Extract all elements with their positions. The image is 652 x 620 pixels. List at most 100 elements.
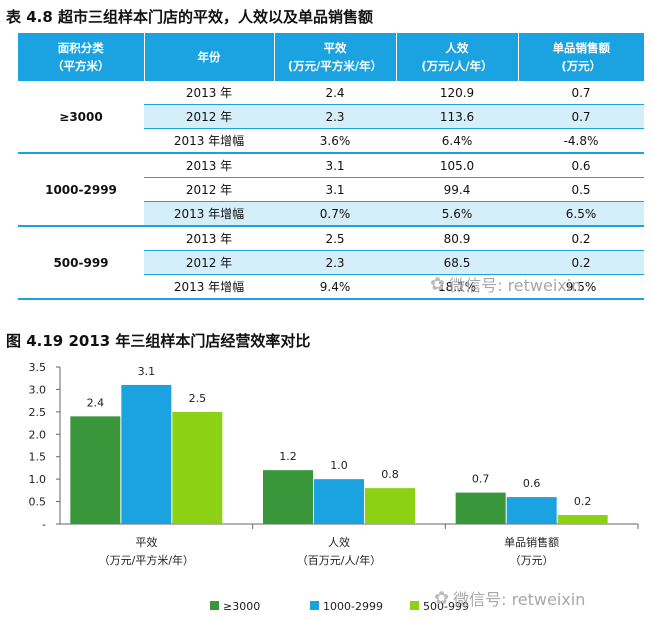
bar-0-2 bbox=[455, 492, 506, 524]
header-area: 面积分类 （平方米） bbox=[18, 33, 144, 81]
legend-swatch bbox=[210, 601, 219, 610]
pingxiao-cell: 3.1 bbox=[274, 177, 396, 202]
table-row: 2013 年增幅 3.6% 6.4% -4.8% bbox=[18, 128, 644, 154]
watermark: ✿ 微信号: retweixin bbox=[430, 272, 581, 296]
table-title: 表 4.8 超市三组样本门店的平效，人效以及单品销售额 bbox=[6, 8, 374, 26]
bar-value-label: 0.8 bbox=[381, 468, 399, 481]
header-pingxiao: 平效 (万元/平方米/年） bbox=[273, 33, 396, 81]
header-renxiao: 人效 (万元/人/年） bbox=[395, 33, 518, 81]
watermark-bottom: ✿ 微信号: retweixin bbox=[434, 586, 585, 610]
bar-2-0 bbox=[172, 411, 223, 524]
danpin-cell: 0.5 bbox=[518, 177, 644, 202]
renxiao-cell: 68.5 bbox=[396, 250, 518, 275]
renxiao-cell: 99.4 bbox=[396, 177, 518, 202]
wechat-icon: ✿ bbox=[434, 587, 450, 609]
bar-value-label: 2.5 bbox=[189, 392, 207, 405]
renxiao-cell: 113.6 bbox=[396, 104, 518, 129]
pingxiao-cell: 2.5 bbox=[274, 226, 396, 251]
year-cell: 2013 年增幅 bbox=[144, 201, 274, 227]
table-row: 2012 年 3.1 99.4 0.5 bbox=[18, 177, 644, 202]
watermark-text: 微信号: retweixin bbox=[449, 276, 582, 295]
bar-value-label: 2.4 bbox=[87, 396, 105, 409]
renxiao-cell: 120.9 bbox=[396, 81, 518, 105]
header-year: 年份 bbox=[143, 33, 274, 81]
category-unit-label: （万元/平方米/年） bbox=[99, 553, 194, 567]
bar-0-0 bbox=[70, 416, 121, 524]
danpin-cell: 0.2 bbox=[518, 226, 644, 251]
year-cell: 2013 年增幅 bbox=[144, 128, 274, 154]
pingxiao-cell: 9.4% bbox=[274, 274, 396, 300]
legend-label: 1000-2999 bbox=[323, 600, 383, 613]
pingxiao-cell: 0.7% bbox=[274, 201, 396, 227]
legend-label: 500-999 bbox=[423, 600, 469, 613]
wechat-icon: ✿ bbox=[430, 273, 446, 295]
year-cell: 2013 年 bbox=[144, 153, 274, 178]
efficiency-bar-chart: - 0.5 1.0 1.5 2.0 2.5 3.0 3.5 2.4 3.1 2.5 平效 （万元/平方米… bbox=[29, 361, 639, 613]
danpin-cell: -4.8% bbox=[518, 128, 644, 154]
y-tick-label: 3.0 bbox=[29, 383, 47, 396]
pingxiao-cell: 3.1 bbox=[274, 153, 396, 178]
pingxiao-cell: 3.6% bbox=[274, 128, 396, 154]
danpin-cell: 0.6 bbox=[518, 153, 644, 178]
efficiency-table: 面积分类 （平方米） 年份 平效 (万元/平方米/年） 人效 (万元/人/年） 单品销… bbox=[18, 33, 644, 300]
year-cell: 2013 年 bbox=[144, 226, 274, 251]
table-row: ≥3000 2013 年 2.4 120.9 0.7 bbox=[18, 81, 644, 154]
legend-swatch bbox=[410, 601, 419, 610]
y-tick-label: 1.0 bbox=[29, 473, 47, 486]
table-row: 2013 年增幅 0.7% 5.6% 6.5% bbox=[18, 201, 644, 227]
header-danpin: 单品销售额 (万元） bbox=[517, 33, 644, 81]
group-label: 1000-2999 bbox=[18, 153, 144, 227]
danpin-cell: 0.2 bbox=[518, 250, 644, 275]
table-row: 2012 年 2.3 113.6 0.7 bbox=[18, 104, 644, 129]
table-row: 2013 年增幅 9.4% 18.1% 9.5% bbox=[18, 274, 644, 300]
bar-value-label: 0.2 bbox=[574, 495, 592, 508]
y-tick-label: 2.0 bbox=[29, 428, 47, 441]
renxiao-cell: 18.1% bbox=[396, 274, 518, 300]
group-label: ≥3000 bbox=[18, 81, 144, 154]
danpin-cell: 0.7 bbox=[518, 104, 644, 129]
year-cell: 2012 年 bbox=[144, 104, 274, 129]
bar-value-label: 0.7 bbox=[472, 473, 490, 486]
category-unit-label: （万元） bbox=[510, 554, 554, 567]
category-label: 单品销售额 bbox=[504, 535, 559, 549]
pingxiao-cell: 2.3 bbox=[274, 104, 396, 129]
bar-0-1 bbox=[263, 470, 313, 524]
danpin-cell: 9.5% bbox=[518, 274, 644, 300]
bar-2-2 bbox=[557, 515, 608, 524]
year-cell: 2012 年 bbox=[144, 177, 274, 202]
category-unit-label: （百万元/人/年） bbox=[297, 553, 381, 567]
danpin-cell: 0.7 bbox=[518, 81, 644, 105]
renxiao-cell: 6.4% bbox=[396, 128, 518, 154]
danpin-cell: 6.5% bbox=[518, 201, 644, 227]
y-tick-label: 0.5 bbox=[29, 496, 47, 509]
year-cell: 2013 年增幅 bbox=[144, 274, 274, 300]
bar-2-1 bbox=[365, 488, 415, 524]
table-row: 2012 年 2.3 68.5 0.2 bbox=[18, 250, 644, 275]
bar-value-label: 1.2 bbox=[279, 450, 297, 463]
year-cell: 2013 年 bbox=[144, 81, 274, 105]
bar-value-label: 0.6 bbox=[523, 477, 541, 490]
table-row: 1000-2999 2013 年 3.1 105.0 0.6 bbox=[18, 153, 644, 227]
pingxiao-cell: 2.3 bbox=[274, 250, 396, 275]
y-tick-label: 1.5 bbox=[29, 451, 47, 464]
legend-swatch bbox=[310, 601, 319, 610]
chart-title: 图 4.19 2013 年三组样本门店经营效率对比 bbox=[6, 332, 311, 350]
bar-1-1 bbox=[314, 479, 364, 524]
renxiao-cell: 105.0 bbox=[396, 153, 518, 178]
renxiao-cell: 5.6% bbox=[396, 201, 518, 227]
y-tick-label: - bbox=[42, 518, 46, 531]
bar-value-label: 3.1 bbox=[138, 365, 156, 378]
y-tick-label: 2.5 bbox=[29, 406, 47, 419]
category-label: 平效 bbox=[135, 535, 157, 549]
bar-1-2 bbox=[506, 497, 557, 524]
group-label: 500-999 bbox=[18, 226, 144, 300]
table-header-row: 面积分类 （平方米） 年份 平效 (万元/平方米/年） 人效 (万元/人/年） 单品销… bbox=[18, 33, 644, 81]
year-cell: 2012 年 bbox=[144, 250, 274, 275]
renxiao-cell: 80.9 bbox=[396, 226, 518, 251]
bar-1-0 bbox=[121, 384, 172, 524]
table-row: 500-999 2013 年 2.5 80.9 0.2 bbox=[18, 226, 644, 300]
legend-label: ≥3000 bbox=[223, 600, 260, 613]
category-label: 人效 bbox=[328, 535, 350, 549]
bar-value-label: 1.0 bbox=[330, 459, 348, 472]
watermark-text: 微信号: retweixin bbox=[453, 590, 586, 609]
